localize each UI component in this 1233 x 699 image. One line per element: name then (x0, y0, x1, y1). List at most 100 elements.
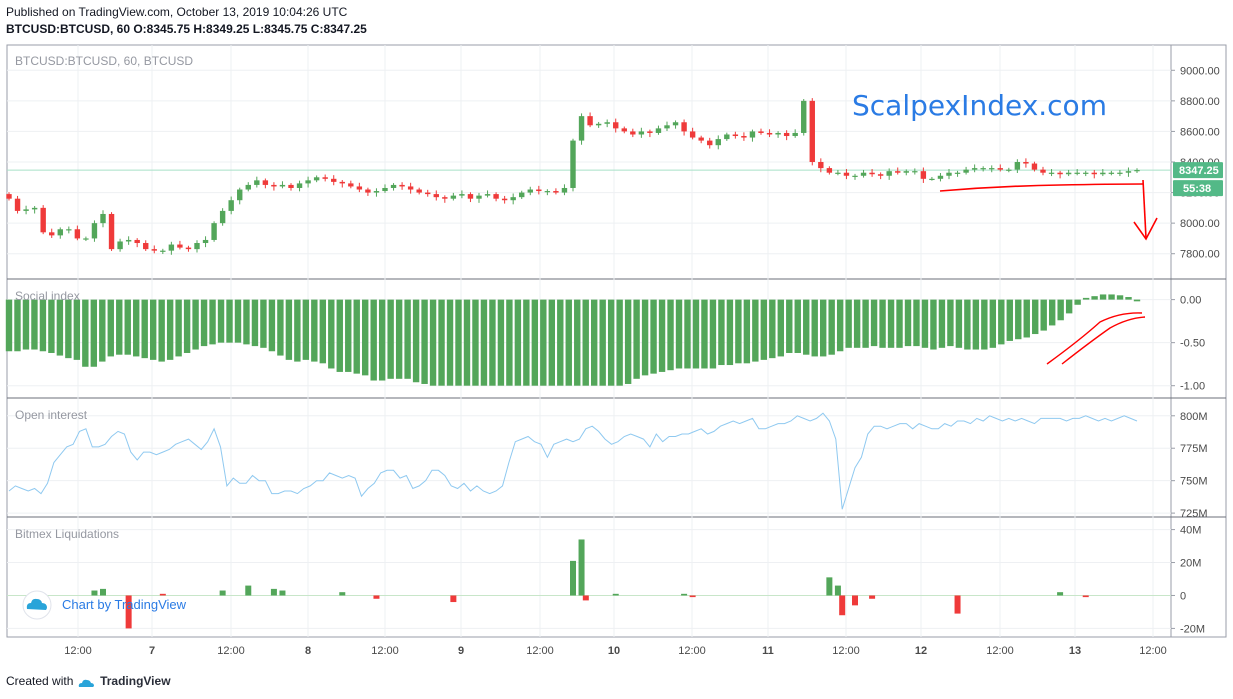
social-bar (158, 299, 165, 362)
candle-body (715, 139, 721, 146)
social-bar (947, 299, 954, 347)
candle-body (647, 131, 653, 133)
liq-tick-label: 20M (1180, 558, 1201, 570)
candle-body (698, 137, 704, 141)
candle-body (1006, 169, 1012, 171)
candle-body (1040, 169, 1046, 173)
time-axis-label: 7 (149, 645, 155, 657)
social-bar (692, 299, 700, 369)
social-bar (455, 299, 462, 386)
liquidation-bar (869, 595, 876, 599)
social-bar (90, 299, 98, 367)
candle-body (732, 134, 739, 137)
social-bar (251, 299, 259, 347)
candle-body (66, 229, 72, 231)
candle-body (57, 229, 63, 236)
candle-body (493, 194, 499, 199)
social-bar (268, 299, 276, 352)
candle-body (1100, 172, 1106, 175)
candle-body (168, 244, 175, 251)
liquidation-bar (681, 593, 688, 596)
last-price-badge-bg (1173, 162, 1223, 179)
price-pane: BTCUSD:BTCUSD, 60, BTCUSD ScalpexIndex.co… (6, 54, 1171, 255)
candle-body (664, 125, 670, 129)
liquidation-bar (373, 595, 380, 599)
time-axis-label: 12:00 (64, 645, 92, 657)
last-price-badge: 8347.25 (1173, 162, 1223, 179)
candle-body (1057, 172, 1063, 175)
candle-body (279, 184, 286, 187)
open-interest-pane: Open interest (8, 408, 1138, 510)
social-bar (921, 299, 929, 348)
candle-body (869, 172, 875, 175)
social-bar (328, 299, 335, 369)
social-bar (1065, 299, 1073, 314)
social-bar (1048, 299, 1056, 326)
candle-body (14, 198, 21, 211)
candle-body (211, 223, 217, 240)
social-bar (862, 299, 869, 348)
liquidation-bar (582, 595, 589, 601)
social-bar (133, 299, 140, 357)
liq-tick-label: 40M (1180, 525, 1201, 537)
candle-body (23, 209, 29, 211)
social-bar (107, 299, 114, 357)
social-bar (896, 299, 903, 348)
social-pane: Social index (5, 289, 1141, 386)
social-bar (421, 299, 428, 384)
social-bar (82, 299, 89, 367)
social-bar (557, 299, 564, 386)
candle-body (1014, 162, 1021, 170)
time-axis-label: 8 (305, 645, 311, 657)
social-bar (14, 299, 21, 352)
candle-body (989, 168, 995, 170)
candle-body (1048, 172, 1055, 174)
liquidation-bar (578, 539, 585, 596)
social-bar (1133, 299, 1141, 302)
social-bar (667, 299, 674, 371)
candle-body (83, 238, 89, 240)
social-bar (200, 299, 208, 347)
candle-body (339, 181, 345, 184)
time-axis-label: 9 (458, 645, 464, 657)
social-bar (192, 299, 199, 350)
candle-body (519, 192, 525, 198)
candle-body (484, 194, 491, 196)
liquidation-bar (270, 588, 277, 596)
social-bar (1116, 295, 1124, 300)
candle-body (194, 243, 200, 250)
social-bar (73, 299, 81, 360)
social-bar (149, 299, 157, 360)
social-bar (565, 299, 572, 386)
social-bar (853, 299, 861, 348)
social-bar (370, 299, 377, 381)
axes: 12:00 7 12:00 8 12:00 9 12:00 10 12:00 11 12:00 12 1… (64, 65, 1223, 657)
candle-body (100, 213, 106, 224)
liquidation-bar (125, 595, 132, 629)
liquidations-pane: Bitmex Liquidations Chart by TradingView (7, 527, 1171, 629)
candle-body (527, 189, 533, 193)
footer-brand: TradingView (100, 674, 171, 688)
trend-curve-1 (1046, 312, 1143, 365)
candle-body (801, 100, 807, 133)
social-bar (624, 299, 632, 384)
candle-body (937, 175, 944, 179)
time-axis-label: 12:00 (217, 645, 245, 657)
candle-body (920, 171, 927, 179)
social-bar (607, 299, 615, 386)
liquidation-bar (1057, 592, 1064, 596)
candle-body (373, 191, 380, 193)
candle-body (390, 184, 397, 188)
candle-body (544, 191, 551, 193)
tradingview-cloud-icon (77, 677, 95, 687)
last-price-label: 8347.25 (1179, 165, 1219, 177)
liquidation-bar (834, 585, 841, 596)
social-bar (769, 299, 776, 359)
candle-body (467, 194, 474, 199)
liquidation-bar (339, 592, 346, 596)
candle-body (271, 184, 277, 187)
candle-body (348, 183, 354, 187)
candle-body (741, 136, 747, 138)
social-pane-title: Social index (15, 289, 80, 303)
candle-body (331, 178, 337, 182)
